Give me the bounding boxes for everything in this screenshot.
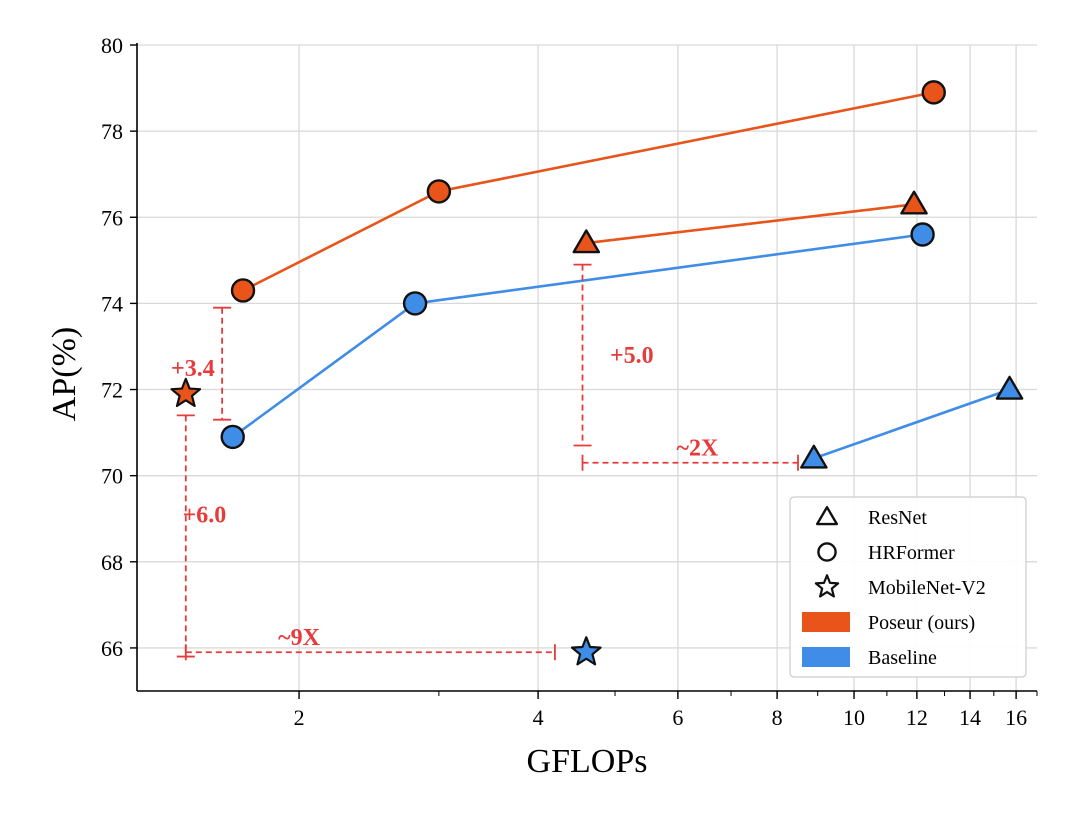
data-point-hrformer-baseline (910, 222, 935, 247)
annotations: +3.4 +6.0 +5.0 ~2X ~9X (171, 263, 799, 661)
legend-swatch (802, 647, 850, 667)
legend-star-icon (814, 574, 840, 598)
x-tick-label: 10 (843, 705, 865, 730)
data-point-resnet-poseur (900, 190, 928, 215)
y-axis-title: AP(%) (46, 327, 83, 421)
x-tick-label: 6 (672, 705, 683, 730)
y-tick-label: 76 (101, 205, 123, 230)
y-tick-label: 72 (101, 378, 123, 403)
legend-swatch (802, 612, 850, 632)
legend-label: Baseline (868, 647, 937, 669)
annotation-label: +5.0 (610, 343, 654, 369)
x-axis-title: GFLOPs (527, 743, 648, 780)
data-point-hrformer-poseur (921, 80, 946, 105)
data-point-mobilenet-v2-poseur (170, 377, 202, 408)
series-line-resnet-baseline (813, 388, 1011, 460)
x-tick-label: 16 (1005, 705, 1027, 730)
data-point-resnet-baseline (995, 375, 1024, 400)
annotation-label: ~2X (677, 436, 719, 462)
series-markers (170, 80, 1024, 666)
legend-label: MobileNet-V2 (868, 577, 986, 599)
axes (130, 43, 1038, 699)
x-tick-label: 12 (906, 705, 928, 730)
data-point-resnet-baseline (800, 444, 828, 469)
data-point-resnet-poseur (572, 229, 601, 254)
legend-label: HRFormer (868, 542, 955, 564)
y-tick-label: 80 (101, 33, 123, 58)
y-tick-label: 78 (101, 119, 123, 144)
legend: ResNet HRFormer MobileNet-V2 Poseur (ours) B… (789, 496, 1027, 678)
x-tick-label: 2 (294, 705, 305, 730)
series-line-hrformer-poseur (242, 91, 934, 292)
x-tick-label: 8 (772, 705, 783, 730)
y-tick-label: 66 (101, 636, 123, 661)
x-tick-label: 4 (533, 705, 544, 730)
series-lines (231, 91, 1011, 460)
y-tick-label: 74 (101, 291, 123, 316)
data-point-hrformer-baseline (402, 291, 428, 316)
legend-label: Poseur (ours) (868, 612, 975, 634)
data-point-hrformer-poseur (230, 278, 256, 303)
annotation-label: +3.4 (171, 356, 215, 382)
annotation-label: ~9X (278, 625, 320, 651)
legend-triangle-icon (815, 505, 839, 526)
data-point-hrformer-baseline (220, 424, 245, 450)
legend-label: ResNet (868, 507, 927, 529)
data-point-mobilenet-v2-baseline (570, 636, 602, 666)
series-line-resnet-poseur (586, 203, 915, 245)
data-point-hrformer-poseur (426, 179, 452, 204)
y-tick-label: 70 (101, 464, 123, 489)
y-tick-label: 68 (101, 550, 123, 575)
x-tick-label: 14 (959, 705, 981, 730)
legend-circle-icon (817, 542, 837, 562)
annotation-label: +6.0 (183, 502, 227, 528)
